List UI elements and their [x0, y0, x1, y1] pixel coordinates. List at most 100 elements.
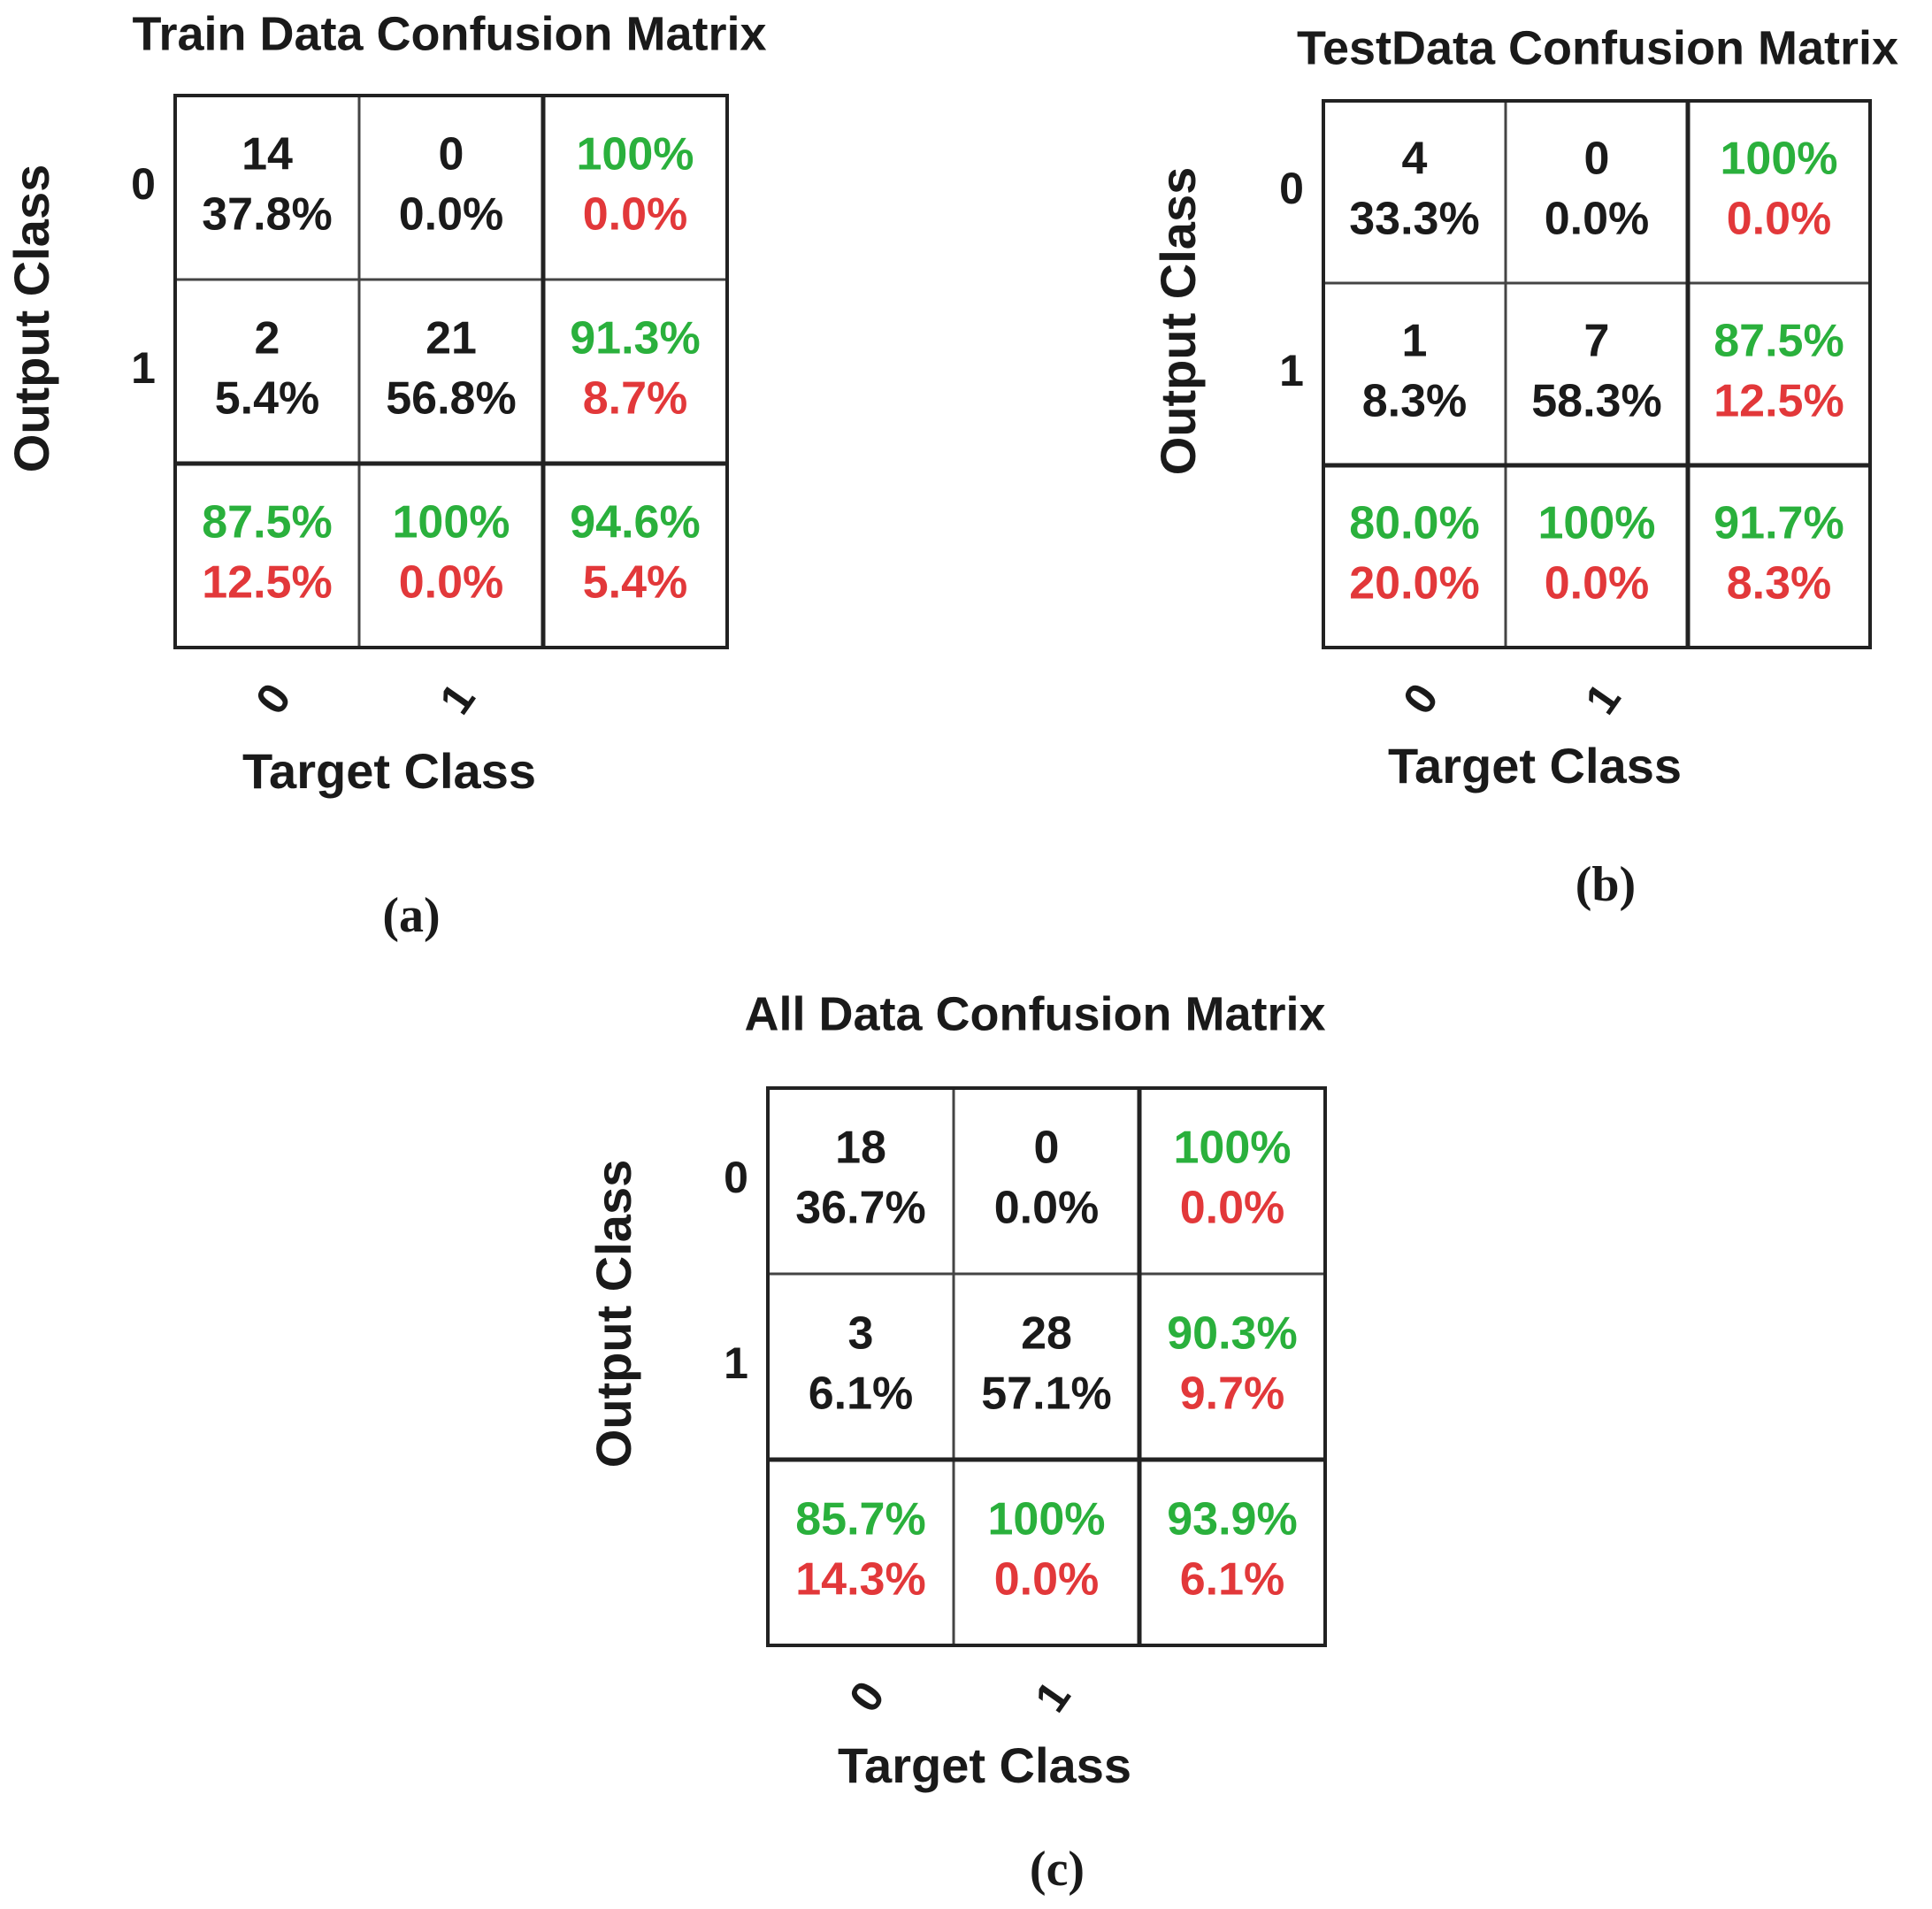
- cell-error-rate: 5.4%: [583, 557, 688, 609]
- cell-count: 0: [1584, 134, 1610, 185]
- cell-error-rate: 8.7%: [583, 373, 688, 425]
- confusion-matrix-panel-c: All Data Confusion Matrix1836.7%00.0%100…: [586, 987, 1327, 1897]
- x-tick-label: 0: [1393, 674, 1448, 723]
- matrix-cell-r0-c2: 100% 0.0%: [1721, 134, 1838, 245]
- matrix-cell-r0-c2: 100% 0.0%: [577, 129, 694, 241]
- cell-percent: 58.3%: [1531, 376, 1661, 427]
- matrix-cell-r0-c1: 0 0.0%: [994, 1123, 1100, 1234]
- chart-title: TestData Confusion Matrix: [1297, 21, 1898, 74]
- cell-count: 0: [1034, 1123, 1060, 1174]
- cell-count: 14: [242, 129, 293, 180]
- panel-caption: (a): [382, 888, 440, 943]
- matrix-cell-r1-c1: 21 56.8%: [386, 313, 516, 425]
- cell-count: 18: [835, 1123, 886, 1174]
- cell-count: 3: [848, 1308, 874, 1360]
- cell-count: 21: [426, 313, 477, 364]
- matrix-frame: [173, 94, 729, 649]
- x-axis-label: Target Class: [1388, 738, 1682, 794]
- cell-count: 0: [439, 129, 464, 180]
- cell-correct-rate: 91.7%: [1714, 498, 1844, 549]
- y-tick-label: 0: [724, 1153, 748, 1202]
- cell-percent: 0.0%: [1545, 194, 1650, 245]
- matrix-cell-r2-c1: 100% 0.0%: [1538, 498, 1656, 610]
- matrix-cell-r0-c2: 100% 0.0%: [1174, 1123, 1292, 1234]
- matrix-frame: [766, 1086, 1327, 1647]
- x-tick-label: 1: [1025, 1672, 1080, 1721]
- cell-error-rate: 0.0%: [1545, 558, 1650, 610]
- y-axis-label: Output Class: [586, 1160, 641, 1468]
- cell-percent: 33.3%: [1349, 194, 1479, 245]
- matrix-cell-r1-c0: 3 6.1%: [809, 1308, 914, 1420]
- confusion-matrix-panel-a: Train Data Confusion Matrix1437.8%00.0%1…: [4, 7, 767, 943]
- matrix-cell-r2-c0: 87.5% 12.5%: [202, 497, 332, 609]
- cell-correct-rate: 100%: [988, 1494, 1106, 1545]
- cell-count: 1: [1402, 316, 1428, 367]
- cell-percent: 0.0%: [994, 1183, 1100, 1234]
- y-axis-label: Output Class: [4, 165, 59, 472]
- matrix-cell-r0-c1: 0 0.0%: [399, 129, 504, 241]
- y-axis-label: Output Class: [1150, 167, 1206, 475]
- x-tick-label: 0: [246, 674, 301, 723]
- cell-count: 4: [1402, 134, 1428, 185]
- cell-correct-rate: 100%: [1538, 498, 1656, 549]
- panel-caption: (c): [1030, 1842, 1085, 1897]
- cell-correct-rate: 93.9%: [1167, 1494, 1297, 1545]
- cell-error-rate: 0.0%: [1180, 1183, 1285, 1234]
- y-tick-label: 1: [131, 343, 156, 393]
- y-tick-label: 0: [1279, 164, 1304, 213]
- cell-error-rate: 8.3%: [1727, 558, 1832, 610]
- cell-correct-rate: 100%: [577, 129, 694, 180]
- x-tick-label: 1: [430, 674, 485, 723]
- cell-percent: 56.8%: [386, 373, 516, 425]
- panel-caption: (b): [1576, 857, 1636, 912]
- cell-correct-rate: 87.5%: [202, 497, 332, 548]
- cell-error-rate: 12.5%: [1714, 376, 1844, 427]
- matrix-cell-r2-c1: 100% 0.0%: [393, 497, 510, 609]
- x-axis-label: Target Class: [242, 743, 536, 799]
- matrix-cell-r1-c1: 7 58.3%: [1531, 316, 1661, 427]
- cell-correct-rate: 100%: [393, 497, 510, 548]
- x-axis-label: Target Class: [838, 1737, 1131, 1793]
- matrix-cell-r2-c0: 85.7% 14.3%: [795, 1494, 925, 1606]
- cell-error-rate: 20.0%: [1349, 558, 1479, 610]
- cell-correct-rate: 87.5%: [1714, 316, 1844, 367]
- cell-correct-rate: 91.3%: [570, 313, 700, 364]
- matrix-cell-r2-c2: 91.7% 8.3%: [1714, 498, 1844, 610]
- cell-percent: 36.7%: [795, 1183, 925, 1234]
- cell-error-rate: 0.0%: [1727, 194, 1832, 245]
- cell-correct-rate: 94.6%: [570, 497, 700, 548]
- matrix-cell-r1-c2: 87.5% 12.5%: [1714, 316, 1844, 427]
- y-tick-label: 1: [724, 1338, 748, 1388]
- y-tick-label: 0: [131, 159, 156, 209]
- confusion-matrix-panel-b: TestData Confusion Matrix 4 33.3% 0 0.0% 100%…: [1150, 21, 1898, 912]
- matrix-cell-r0-c1: 0 0.0%: [1545, 134, 1650, 245]
- matrix-cell-r2-c2: 94.6% 5.4%: [570, 497, 700, 609]
- matrix-cell-r0-c0: 14 37.8%: [202, 129, 332, 241]
- cell-error-rate: 0.0%: [399, 557, 504, 609]
- cell-percent: 6.1%: [809, 1368, 914, 1420]
- cell-correct-rate: 100%: [1174, 1123, 1292, 1174]
- cell-percent: 0.0%: [399, 189, 504, 241]
- cell-count: 2: [255, 313, 280, 364]
- cell-count: 7: [1584, 316, 1610, 367]
- matrix-cell-r1-c2: 91.3% 8.7%: [570, 313, 700, 425]
- matrix-cell-r1-c1: 28 57.1%: [981, 1308, 1111, 1420]
- cell-correct-rate: 90.3%: [1167, 1308, 1297, 1360]
- cell-error-rate: 14.3%: [795, 1554, 925, 1606]
- matrix-cell-r2-c2: 93.9% 6.1%: [1167, 1494, 1297, 1606]
- cell-percent: 57.1%: [981, 1368, 1111, 1420]
- matrix-cell-r0-c0: 4 33.3%: [1349, 134, 1479, 245]
- cell-percent: 5.4%: [215, 373, 320, 425]
- y-tick-label: 1: [1279, 346, 1304, 395]
- cell-error-rate: 0.0%: [583, 189, 688, 241]
- matrix-cell-r0-c0: 18 36.7%: [795, 1123, 925, 1234]
- chart-title: All Data Confusion Matrix: [744, 987, 1325, 1040]
- cell-error-rate: 12.5%: [202, 557, 332, 609]
- cell-correct-rate: 80.0%: [1349, 498, 1479, 549]
- x-tick-label: 1: [1576, 674, 1630, 723]
- cell-count: 28: [1021, 1308, 1072, 1360]
- cell-error-rate: 9.7%: [1180, 1368, 1285, 1420]
- matrix-cell-r1-c0: 2 5.4%: [215, 313, 320, 425]
- matrix-cell-r2-c1: 100% 0.0%: [988, 1494, 1106, 1606]
